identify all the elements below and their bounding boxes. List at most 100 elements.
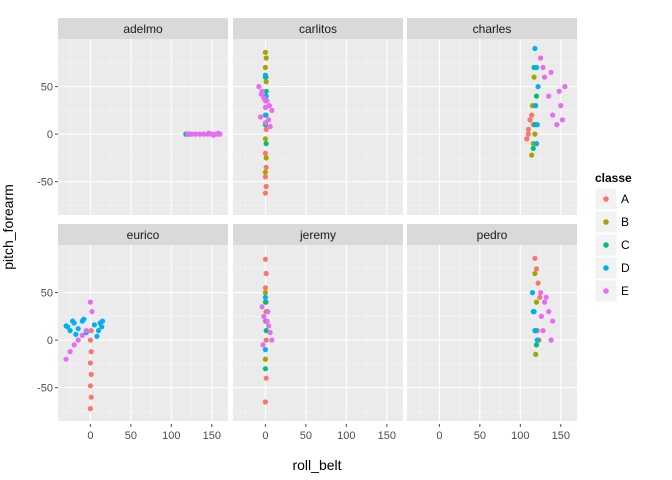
data-point-E [538,290,544,296]
facet-panel-adelmo: adelmo [58,18,228,215]
x-tick-label: 100 [337,430,355,442]
y-tick-label: 0 [47,335,53,347]
data-point-E [63,356,69,362]
facet-panel-carlitos: carlitos [233,18,403,215]
data-point-B [529,152,535,158]
data-point-A [533,266,540,272]
data-point-E [548,337,554,343]
data-point-C [263,141,269,147]
data-point-E [538,313,545,319]
data-point-C [263,88,269,94]
legend-swatch-B [603,219,609,225]
legend-entry-label: B [621,215,629,229]
x-tick-label: 150 [378,430,396,442]
data-point-D [81,316,87,322]
data-point-A [262,256,268,262]
data-point-A [263,126,269,132]
panel-background [407,245,577,421]
facet-panels: adelmo carlitos charles eurico jeremy pedro [58,18,577,421]
data-point-D [533,103,539,109]
data-point-D [70,318,76,324]
facet-strip [407,224,577,245]
facet-strip-label: adelmo [123,22,163,36]
y-axis-title: pitch_forearm [0,184,16,270]
data-point-E [269,107,275,113]
facet-strip [233,18,403,39]
facet-strip-label: pedro [477,228,508,242]
data-point-E [264,318,270,324]
data-point-A [88,371,94,377]
data-point-A [525,126,532,132]
panel-background [233,245,403,421]
data-point-E [554,122,560,128]
data-point-E [257,114,264,120]
panel-background [407,39,577,215]
data-point-E [559,117,566,123]
data-point-B [262,169,268,175]
data-point-E [206,130,212,136]
panel-background [233,39,403,215]
data-point-A [262,150,268,156]
data-point-B [262,49,268,55]
data-point-E [184,131,191,137]
data-point-A [524,136,530,142]
data-point-C [263,328,269,334]
data-point-D [531,309,537,315]
axes: -50 0 50 -50 0 50 0 50 100 150 0 50 100 150 0 50 100 150 [37,82,570,442]
data-point-E [67,349,73,355]
data-point-A [537,294,543,300]
data-point-E [556,88,562,94]
data-point-C [533,93,540,99]
legend-entry-label: A [621,192,629,206]
data-point-E [71,342,77,348]
data-point-E [548,69,554,75]
data-point-B [533,299,540,305]
data-point-E [260,342,266,348]
data-point-E [542,74,548,80]
legend-swatch-A [603,196,609,202]
data-points [63,299,106,412]
x-tick-label: 0 [87,430,93,442]
data-point-D [67,328,73,334]
data-point-E [201,131,207,137]
x-axis-title: roll_belt [292,457,341,473]
data-point-B [263,79,269,85]
data-point-E [259,304,265,310]
data-point-E [540,328,546,334]
facet-strip-label: jeremy [299,228,336,242]
data-point-E [75,337,81,343]
legend-entry-label: C [621,238,630,252]
data-point-A [263,183,269,190]
panel-background [58,245,228,421]
data-point-E [266,117,272,123]
data-points [529,255,556,357]
data-point-D [262,347,268,353]
data-point-E [540,64,546,71]
data-point-A [263,164,269,170]
data-point-B [262,356,268,362]
legend-title: classe [595,171,632,185]
legend-entry-label: E [621,284,629,298]
y-tick-label: -50 [37,177,53,189]
data-point-A [87,337,93,343]
data-point-E [210,132,216,138]
data-point-E [266,103,272,109]
facet-strip [407,18,577,39]
data-point-D [534,122,540,128]
data-point-D [532,45,538,52]
data-point-D [73,331,79,337]
data-point-A [532,255,538,261]
data-point-D [65,324,71,330]
x-tick-label: 150 [552,430,570,442]
data-point-E [266,323,272,329]
data-point-A [88,394,94,400]
x-tick-label: 0 [262,430,268,442]
data-point-E [261,313,267,319]
facet-strip-label: charles [473,22,512,36]
data-point-E [269,337,275,343]
data-point-E [264,98,270,104]
facet-panel-jeremy: jeremy [233,224,403,421]
legend-swatch-D [603,265,609,271]
